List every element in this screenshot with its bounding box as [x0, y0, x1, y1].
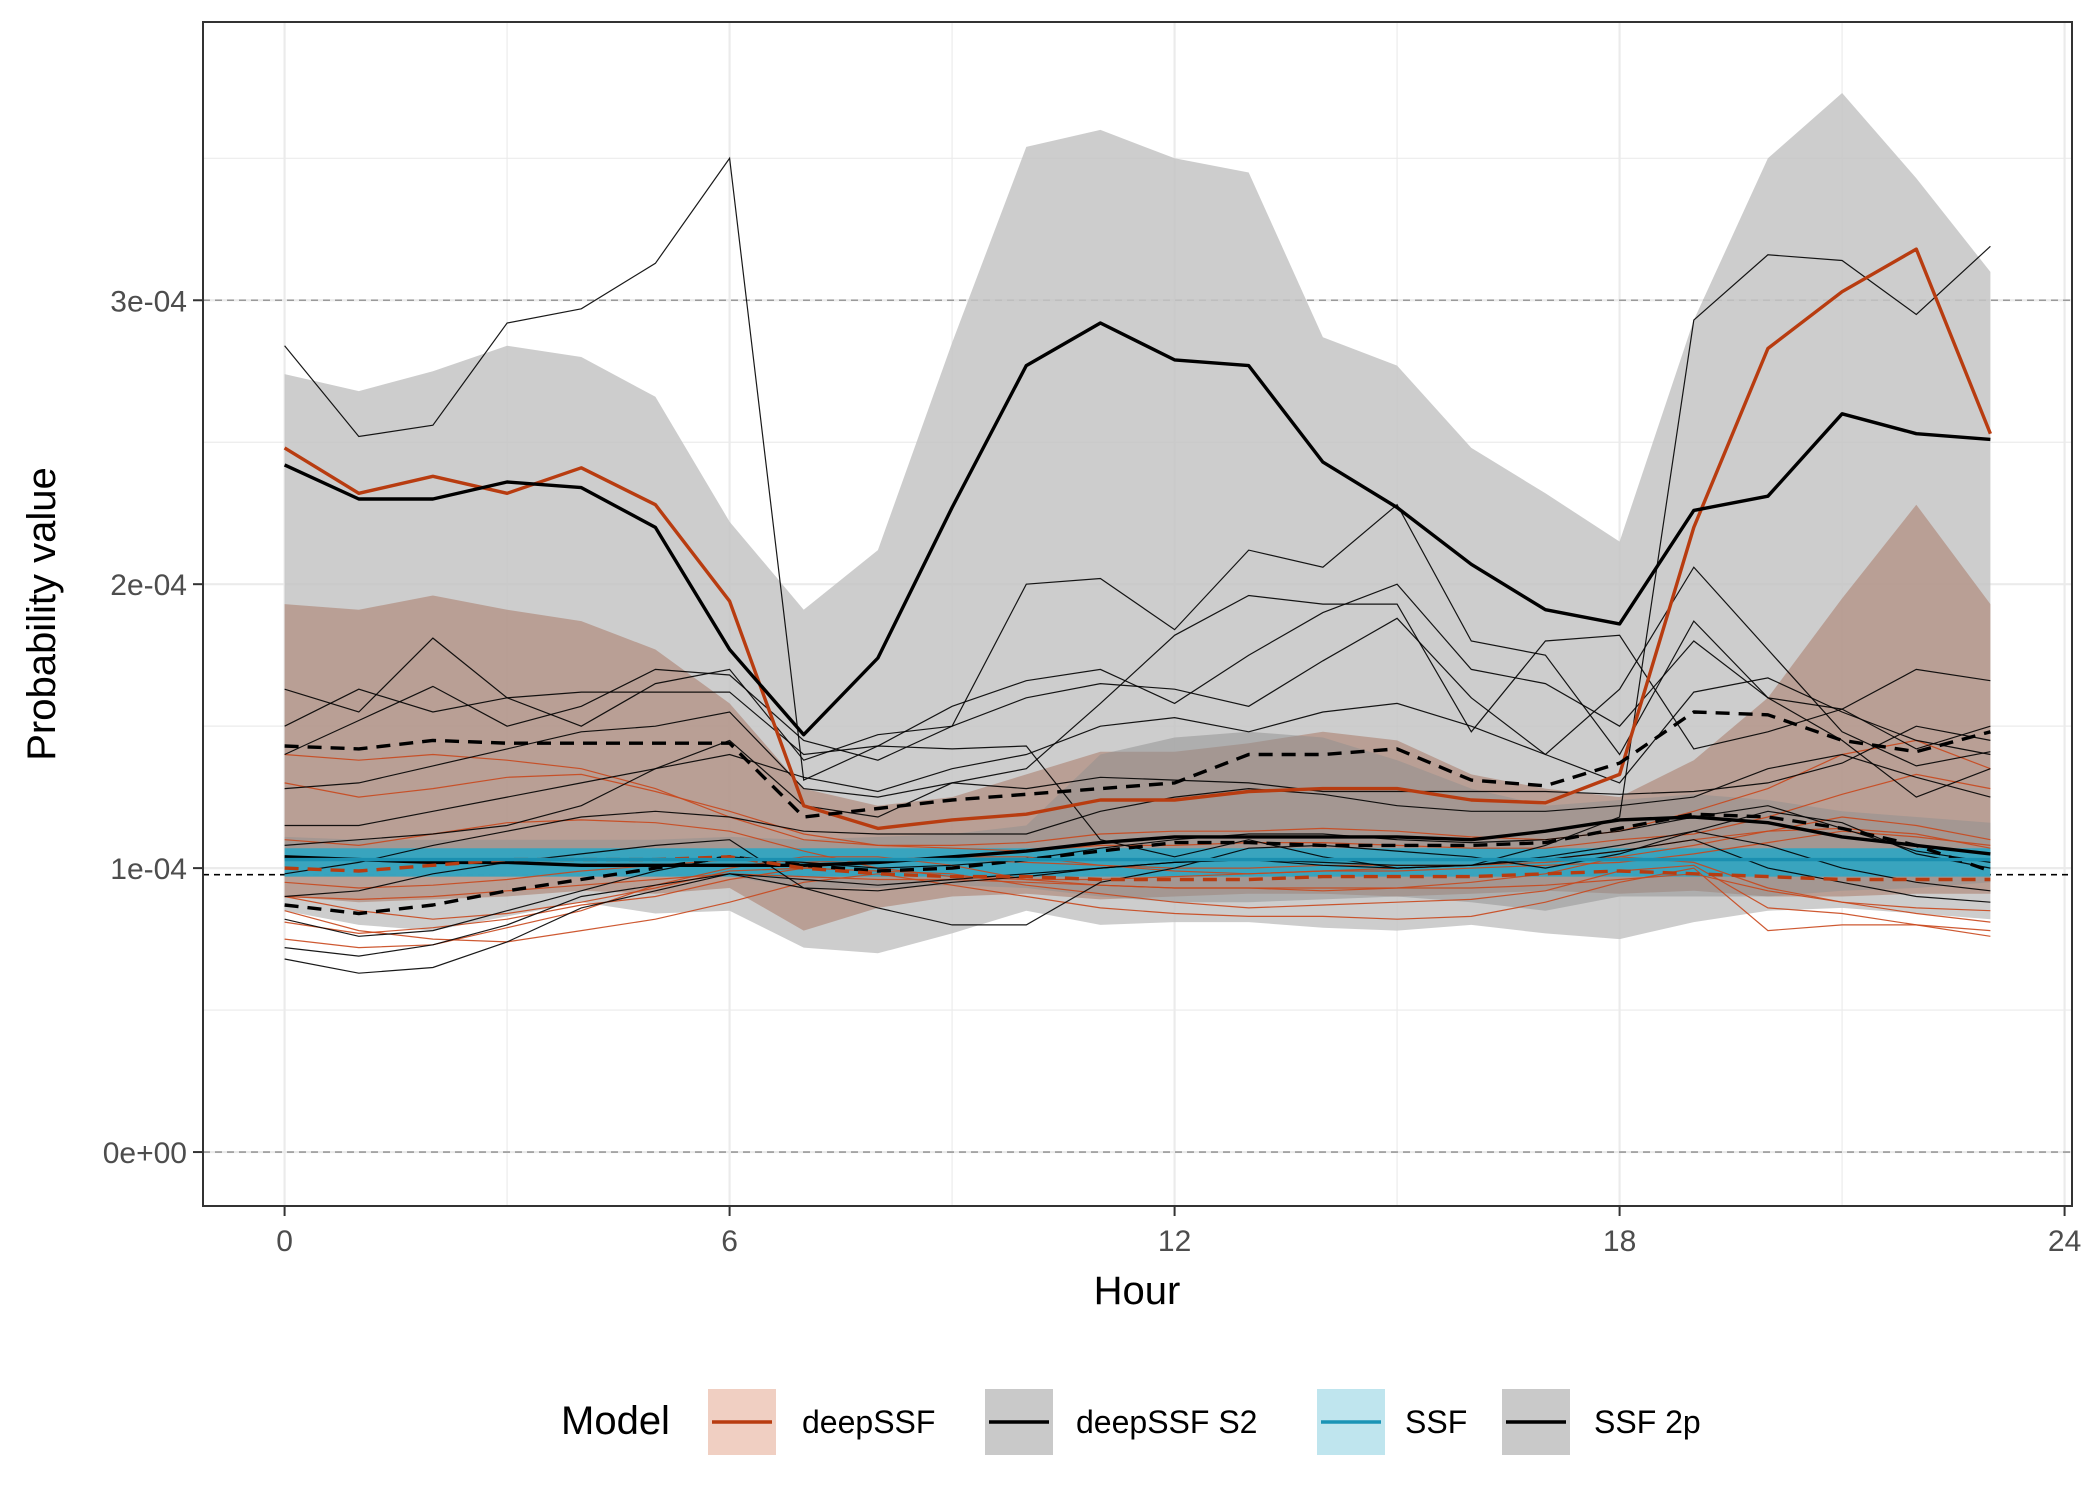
y-tick-label: 2e-04: [110, 569, 187, 602]
y-axis-title: Probability value: [20, 467, 64, 761]
x-axis-title: Hour: [1094, 1269, 1181, 1313]
individual-lines: [284, 156, 1991, 974]
x-tick-label: 0: [276, 1225, 293, 1258]
legend-label: deepSSF: [802, 1404, 935, 1440]
individual-line-deepssf: [284, 864, 1991, 935]
x-tick-label: 12: [1158, 1225, 1191, 1258]
series-deepssf: [283, 247, 1992, 831]
individual-line-deepssf: [284, 873, 1991, 912]
legend-entry-ssf: SSF: [1317, 1389, 1467, 1455]
y-tick-label: 0e+00: [103, 1137, 187, 1170]
individual-line-deepssf-s2: [284, 830, 1991, 974]
y-tick-label: 3e-04: [110, 285, 187, 318]
series-ssf-2p: [284, 815, 1991, 867]
series-deepssf-s2-median: [284, 710, 1991, 819]
x-tick-label: 6: [721, 1225, 738, 1258]
series-deepssf-s2: [283, 321, 1991, 737]
individual-line-deepssf: [284, 867, 1991, 943]
individual-line-deepssf: [284, 827, 1991, 920]
x-tick-label: 18: [1603, 1225, 1636, 1258]
summary-lines: [283, 247, 1992, 916]
legend-title: Model: [561, 1399, 670, 1443]
individual-line-deepssf-s2: [284, 583, 1991, 756]
legend-label: deepSSF S2: [1076, 1404, 1257, 1440]
legend-entry-deepssf-s2: deepSSF S2: [985, 1389, 1257, 1455]
plot-border: [202, 21, 2073, 1207]
individual-line-deepssf: [284, 816, 1991, 889]
y-tick-label: 1e-04: [110, 853, 187, 886]
individual-line-deepssf-s2: [284, 725, 1991, 846]
individual-line-deepssf-s2: [284, 810, 1991, 926]
individual-line-deepssf-s2: [284, 677, 1991, 827]
individual-line-deepssf-s2: [284, 503, 1991, 798]
legend-entry-deepssf: deepSSF: [708, 1389, 935, 1455]
legend-label: SSF 2p: [1594, 1404, 1701, 1440]
individual-line-deepssf-s2: [284, 594, 1991, 798]
individual-line-deepssf-s2: [284, 753, 1991, 875]
series-ssf-2p-median: [284, 812, 1991, 916]
legend-label: SSF: [1405, 1404, 1467, 1440]
individual-line-deepssf: [284, 739, 1991, 847]
x-tick-label: 24: [2048, 1225, 2081, 1258]
legend: Model deepSSF deepSSF S2 SSF SSF 2p: [561, 1389, 1701, 1455]
axes: 0 6 12 18 24 0e+00 1e-04 2e-04 3e-04: [103, 285, 2082, 1258]
legend-entry-ssf-2p: SSF 2p: [1502, 1389, 1701, 1455]
